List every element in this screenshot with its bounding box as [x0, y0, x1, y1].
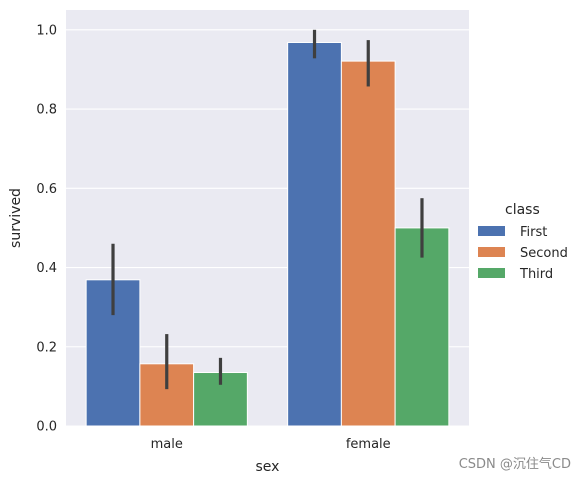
legend-swatch-first: [478, 226, 505, 236]
error-bars: [111, 29, 424, 390]
legend-label-third: Third: [519, 267, 553, 282]
y-tick-label: 0.2: [36, 340, 57, 355]
bar-female-third: [394, 227, 450, 427]
legend-label-first: First: [520, 225, 547, 240]
x-axis-ticks: male female: [151, 437, 391, 452]
legend-swatch-third: [478, 268, 505, 278]
y-tick-label: 0.0: [36, 420, 57, 435]
legend-label-second: Second: [520, 246, 568, 261]
y-tick-label: 0.4: [36, 261, 57, 276]
legend-title: class: [505, 202, 540, 218]
y-tick-label: 1.0: [36, 23, 57, 38]
y-axis-title: survived: [8, 188, 24, 248]
bar-female-second: [340, 60, 396, 427]
y-tick-label: 0.6: [36, 182, 57, 197]
bar-female-first: [287, 41, 342, 427]
y-axis-ticks: 0.0 0.2 0.4 0.6 0.8 1.0: [36, 23, 57, 434]
x-axis-title: sex: [256, 459, 280, 475]
y-tick-label: 0.8: [36, 103, 57, 118]
legend: class First Second Third: [478, 202, 568, 282]
x-tick-label: male: [151, 437, 183, 452]
watermark: CSDN @沉住气CD: [458, 457, 571, 472]
legend-swatch-second: [478, 247, 505, 257]
x-tick-label: female: [346, 437, 391, 452]
